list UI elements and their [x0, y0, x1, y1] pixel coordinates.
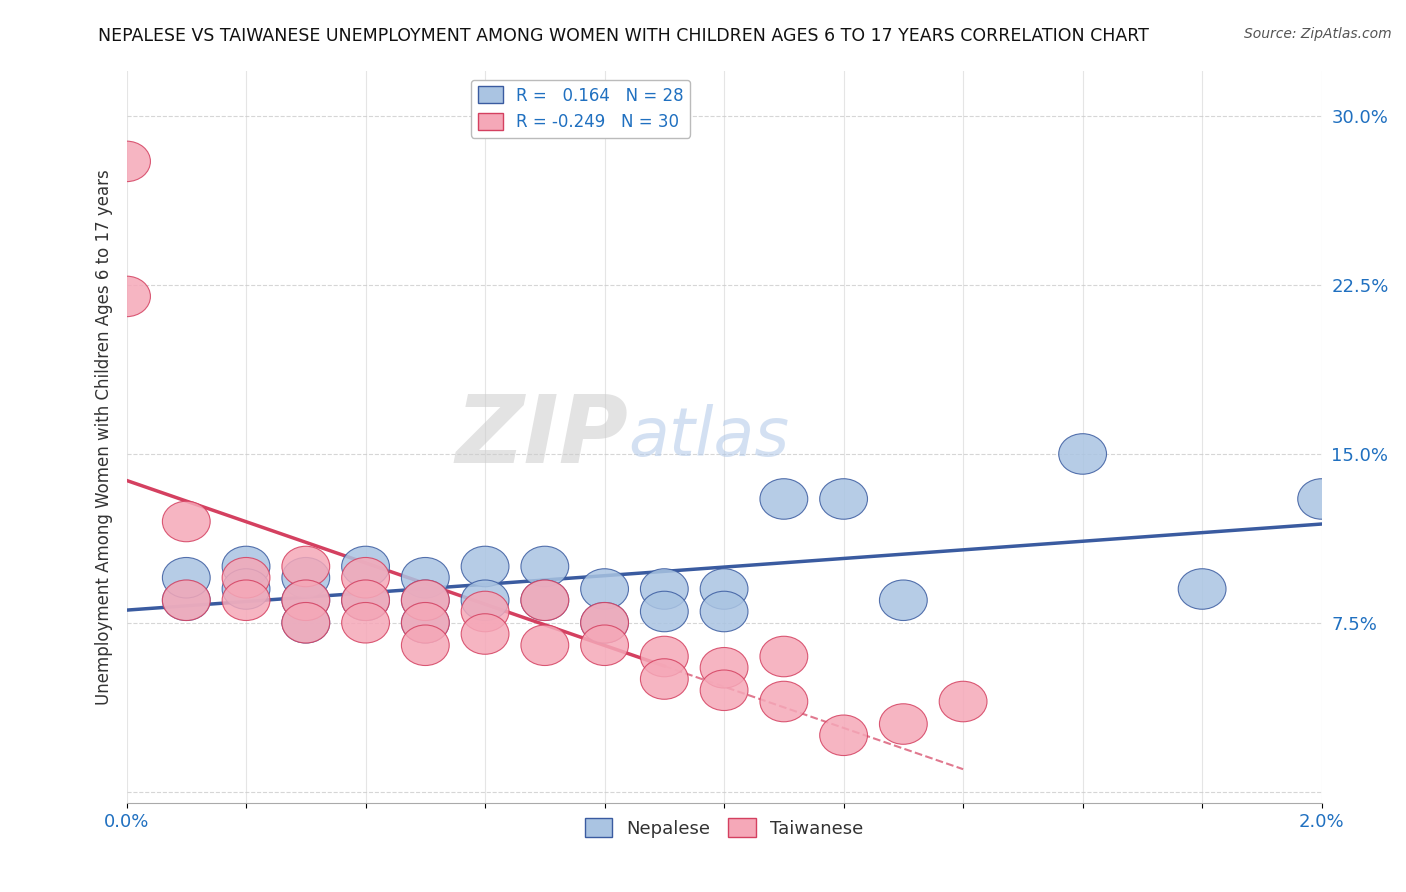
- Ellipse shape: [222, 569, 270, 609]
- Ellipse shape: [581, 569, 628, 609]
- Ellipse shape: [281, 602, 329, 643]
- Ellipse shape: [461, 614, 509, 654]
- Ellipse shape: [640, 569, 688, 609]
- Ellipse shape: [342, 580, 389, 621]
- Ellipse shape: [520, 625, 568, 665]
- Ellipse shape: [222, 546, 270, 587]
- Ellipse shape: [581, 602, 628, 643]
- Ellipse shape: [103, 277, 150, 317]
- Ellipse shape: [163, 580, 211, 621]
- Ellipse shape: [700, 591, 748, 632]
- Ellipse shape: [281, 580, 329, 621]
- Ellipse shape: [461, 580, 509, 621]
- Text: atlas: atlas: [628, 404, 790, 470]
- Ellipse shape: [342, 558, 389, 598]
- Ellipse shape: [520, 546, 568, 587]
- Ellipse shape: [700, 670, 748, 711]
- Ellipse shape: [759, 479, 807, 519]
- Text: Source: ZipAtlas.com: Source: ZipAtlas.com: [1244, 27, 1392, 41]
- Text: NEPALESE VS TAIWANESE UNEMPLOYMENT AMONG WOMEN WITH CHILDREN AGES 6 TO 17 YEARS : NEPALESE VS TAIWANESE UNEMPLOYMENT AMONG…: [98, 27, 1149, 45]
- Ellipse shape: [820, 715, 868, 756]
- Ellipse shape: [700, 648, 748, 688]
- Ellipse shape: [879, 704, 927, 744]
- Ellipse shape: [520, 580, 568, 621]
- Ellipse shape: [402, 580, 449, 621]
- Ellipse shape: [640, 636, 688, 677]
- Ellipse shape: [163, 580, 211, 621]
- Ellipse shape: [281, 580, 329, 621]
- Ellipse shape: [342, 546, 389, 587]
- Ellipse shape: [461, 546, 509, 587]
- Legend: Nepalese, Taiwanese: Nepalese, Taiwanese: [578, 811, 870, 845]
- Y-axis label: Unemployment Among Women with Children Ages 6 to 17 years: Unemployment Among Women with Children A…: [94, 169, 112, 705]
- Ellipse shape: [820, 479, 868, 519]
- Ellipse shape: [402, 602, 449, 643]
- Ellipse shape: [640, 659, 688, 699]
- Ellipse shape: [103, 141, 150, 182]
- Ellipse shape: [1059, 434, 1107, 475]
- Ellipse shape: [222, 558, 270, 598]
- Ellipse shape: [402, 580, 449, 621]
- Ellipse shape: [1178, 569, 1226, 609]
- Ellipse shape: [759, 636, 807, 677]
- Text: ZIP: ZIP: [456, 391, 628, 483]
- Ellipse shape: [1298, 479, 1346, 519]
- Ellipse shape: [342, 580, 389, 621]
- Ellipse shape: [461, 591, 509, 632]
- Ellipse shape: [163, 501, 211, 541]
- Ellipse shape: [640, 591, 688, 632]
- Ellipse shape: [281, 602, 329, 643]
- Ellipse shape: [700, 569, 748, 609]
- Ellipse shape: [402, 558, 449, 598]
- Ellipse shape: [879, 580, 927, 621]
- Ellipse shape: [342, 602, 389, 643]
- Ellipse shape: [581, 625, 628, 665]
- Ellipse shape: [163, 558, 211, 598]
- Ellipse shape: [520, 580, 568, 621]
- Ellipse shape: [222, 580, 270, 621]
- Ellipse shape: [281, 558, 329, 598]
- Ellipse shape: [939, 681, 987, 722]
- Ellipse shape: [581, 602, 628, 643]
- Ellipse shape: [402, 602, 449, 643]
- Ellipse shape: [759, 681, 807, 722]
- Ellipse shape: [281, 546, 329, 587]
- Ellipse shape: [402, 625, 449, 665]
